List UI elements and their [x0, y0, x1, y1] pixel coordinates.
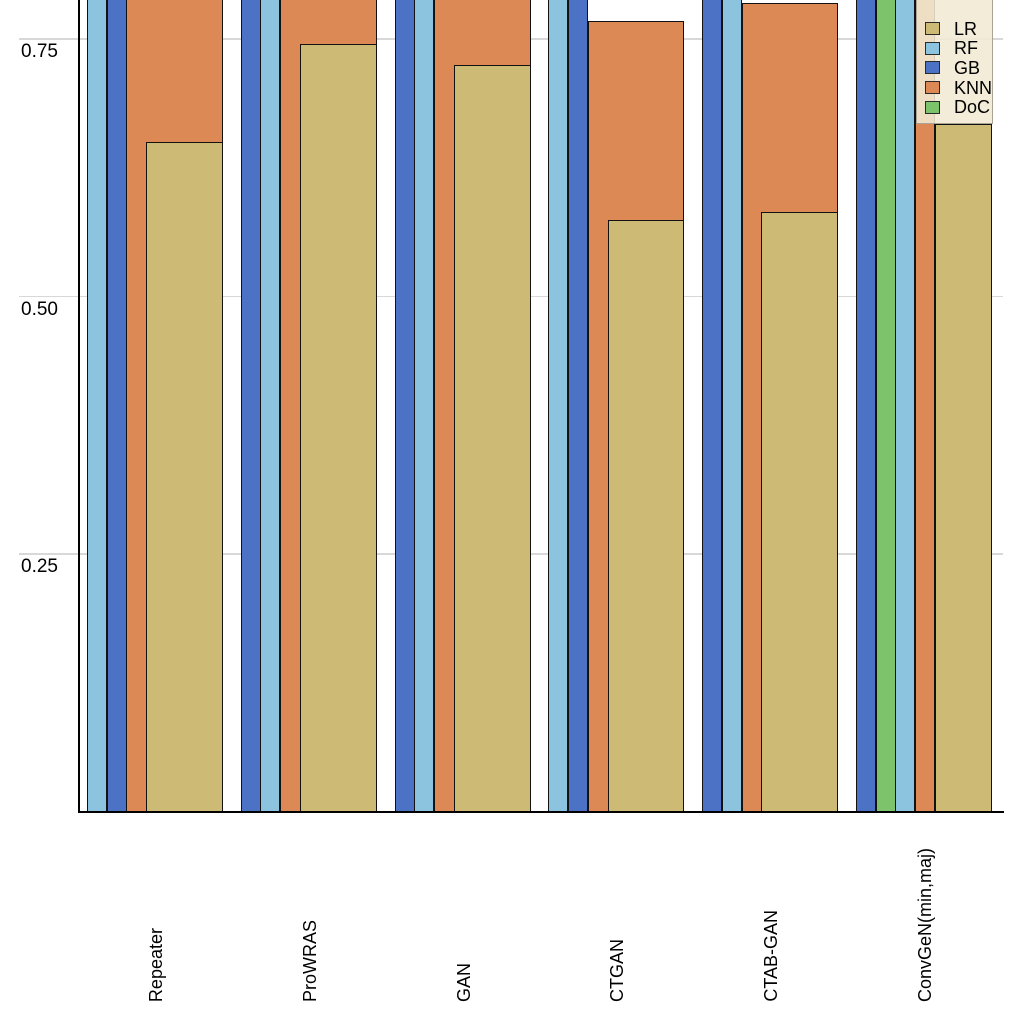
bar-GB-ProWRAS — [240, 0, 261, 813]
legend-row-GB: GB — [917, 58, 992, 78]
bar-GB-ConvGeN(min,maj) — [856, 0, 877, 813]
legend-row-KNN: KNN — [917, 78, 992, 98]
y-tick-label-0.75: 0.75 — [21, 41, 58, 62]
legend-label-RF: RF — [954, 38, 978, 59]
bar-LR-ProWRAS — [299, 44, 377, 813]
bar-LR-CTAB-GAN — [761, 212, 839, 813]
bar-RF-CTGAN — [548, 0, 569, 813]
legend-rows: LR RF GB KNN DoC — [917, 19, 992, 117]
legend-swatch-DoC — [925, 100, 940, 114]
legend-swatch-GB — [925, 61, 940, 75]
legend-label-GB: GB — [954, 57, 981, 78]
bar-RF-CTAB-GAN — [721, 0, 742, 813]
bar-LR-GAN — [453, 64, 531, 813]
legend-label-KNN: KNN — [954, 77, 993, 98]
x-axis-label-CTAB-GAN: CTAB-GAN — [761, 910, 782, 1002]
legend-row-DoC: DoC — [917, 97, 992, 117]
bar-RF-Repeater — [86, 0, 107, 813]
legend: LR RF GB KNN DoC — [916, 0, 993, 124]
x-axis-label-Repeater: Repeater — [145, 927, 166, 1002]
legend-swatch-KNN — [925, 81, 940, 95]
legend-label-LR: LR — [954, 18, 978, 39]
legend-swatch-LR — [925, 22, 940, 36]
bar-LR-Repeater — [146, 142, 223, 813]
bar-LR-ConvGeN(min,maj) — [934, 124, 993, 813]
y-axis-line — [77, 0, 80, 813]
x-axis-label-ConvGeN(min,maj): ConvGeN(min,maj) — [915, 847, 936, 1002]
legend-label-DoC: DoC — [954, 97, 991, 118]
legend-swatch-RF — [925, 41, 940, 55]
bar-DoC-ConvGeN(min,maj) — [875, 0, 896, 813]
x-axis-label-GAN: GAN — [453, 962, 474, 1002]
bar-RF-ProWRAS — [260, 0, 281, 813]
legend-row-LR: LR — [917, 19, 992, 39]
bar-GB-Repeater — [106, 0, 127, 813]
bar-RF-ConvGeN(min,maj) — [895, 0, 916, 813]
bar-RF-GAN — [414, 0, 435, 813]
y-tick-label-0.50: 0.50 — [21, 298, 58, 320]
x-axis-label-ProWRAS: ProWRAS — [299, 919, 320, 1002]
bar-GB-CTAB-GAN — [702, 0, 723, 813]
plot-area — [19, 0, 1003, 813]
y-tick-label-0.25: 0.25 — [21, 556, 58, 577]
legend-row-RF: RF — [917, 39, 992, 59]
x-axis-label-CTGAN: CTGAN — [607, 939, 628, 1002]
bar-GB-CTGAN — [568, 0, 589, 813]
bar-GB-GAN — [394, 0, 415, 813]
x-axis-line — [77, 811, 1004, 814]
bar-LR-CTGAN — [607, 220, 685, 813]
